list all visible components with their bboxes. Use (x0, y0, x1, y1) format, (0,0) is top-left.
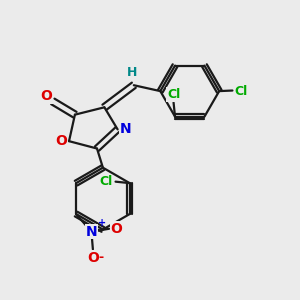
Text: N: N (85, 225, 97, 239)
Text: Cl: Cl (100, 175, 113, 188)
Text: O: O (87, 250, 99, 265)
Text: H: H (127, 66, 137, 80)
Text: Cl: Cl (235, 85, 248, 98)
Text: O: O (110, 222, 122, 236)
Text: Cl: Cl (167, 88, 180, 101)
Text: N: N (120, 122, 132, 136)
Text: -: - (98, 250, 103, 264)
Text: +: + (98, 218, 106, 228)
Text: O: O (55, 134, 67, 148)
Text: O: O (40, 89, 52, 103)
